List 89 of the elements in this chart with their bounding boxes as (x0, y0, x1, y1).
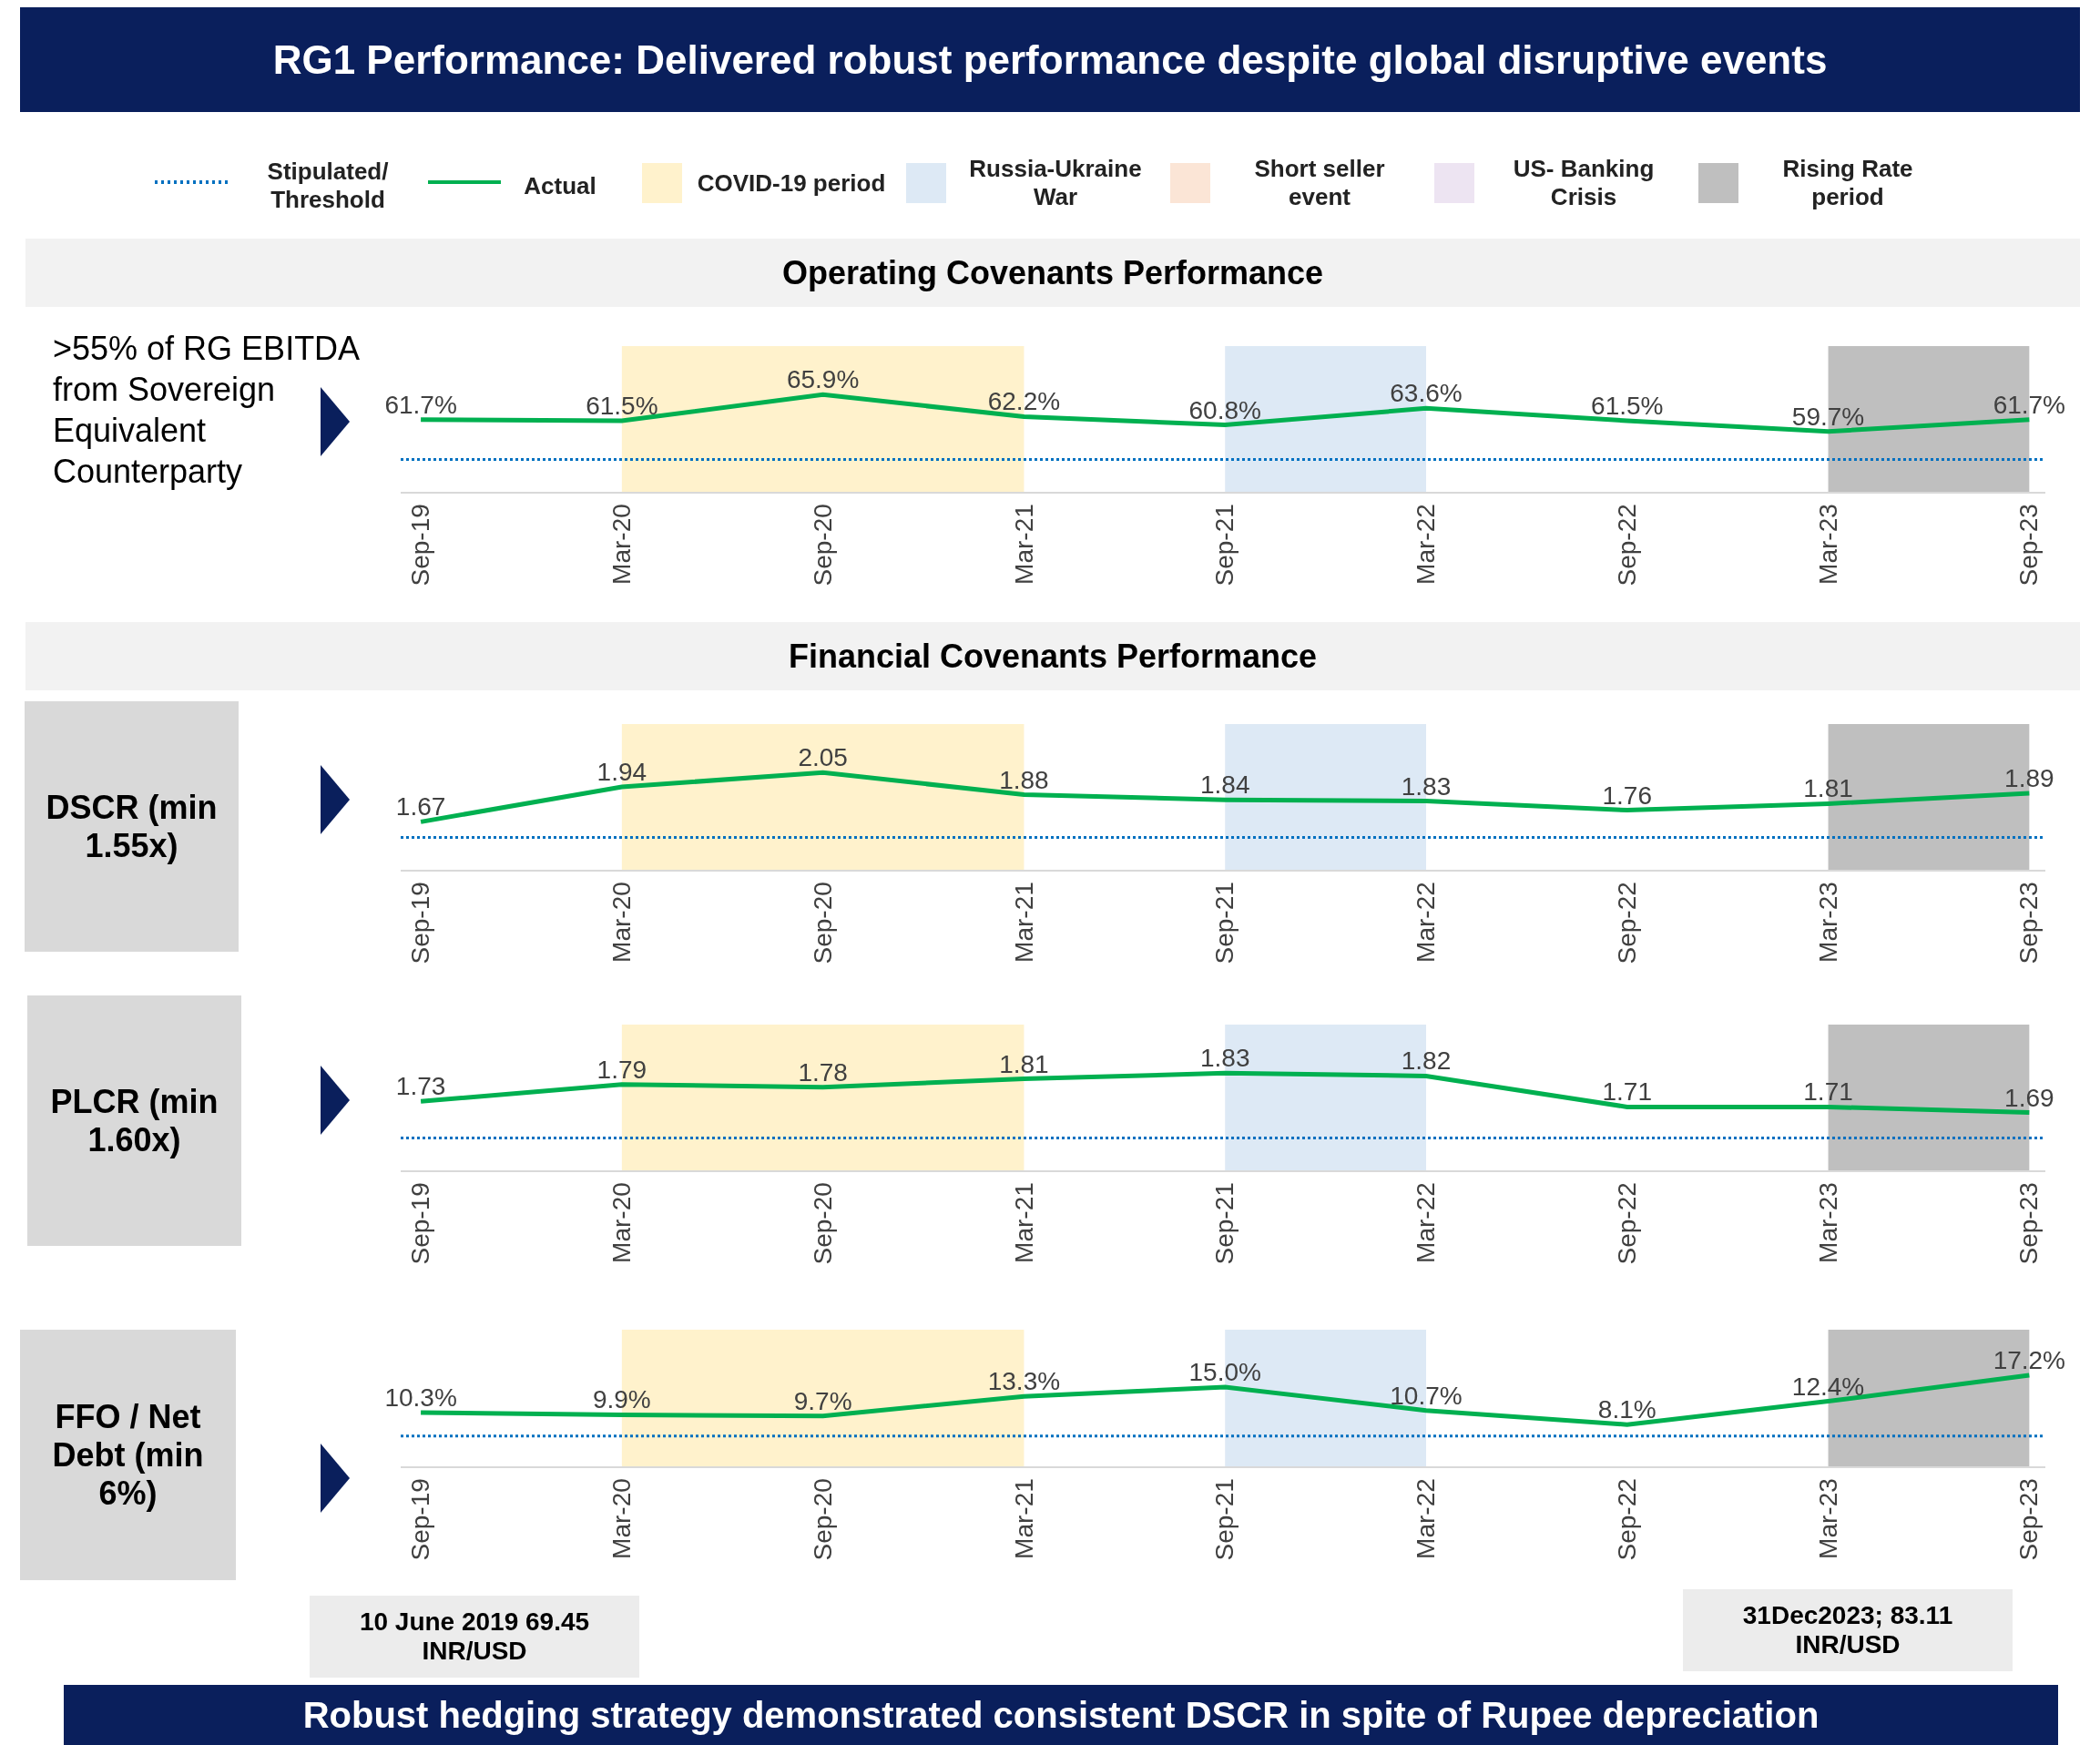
data-label: 13.3% (987, 1367, 1061, 1396)
data-label: 17.2% (1993, 1346, 2066, 1374)
data-label: 1.83 (1401, 771, 1452, 801)
chart-subtitle: Operating Covenants Performance (25, 239, 2080, 307)
data-label: 1.78 (798, 1057, 848, 1087)
x-tick-label: Sep-20 (808, 1182, 837, 1265)
x-tick-label: Sep-20 (808, 504, 837, 587)
legend-label: Rising Rate period (1781, 154, 1914, 212)
data-label: 60.8% (1188, 395, 1261, 424)
data-label: 59.7% (1791, 402, 1865, 431)
x-tick-label: Sep-21 (1210, 504, 1239, 587)
x-tick-label: Sep-23 (2014, 1182, 2044, 1265)
data-label: 1.83 (1199, 1044, 1250, 1073)
text: Short seller event (1253, 154, 1386, 212)
x-tick-label: Mar-21 (1009, 882, 1038, 963)
x-tick-label: Sep-19 (406, 882, 435, 964)
x-tick-label: Mar-22 (1412, 882, 1441, 963)
data-label: 8.1% (1597, 1395, 1657, 1424)
x-tick-label: Sep-19 (406, 1478, 435, 1561)
y-axis-title: >55% of RG EBITDA from Sovereign Equivalent Counterparty (53, 329, 360, 492)
x-tick-label: Mar-20 (607, 1182, 636, 1263)
data-label: 1.81 (1803, 774, 1853, 803)
data-label: 61.5% (586, 392, 658, 421)
data-label: 61.7% (384, 390, 457, 419)
x-tick-label: Sep-23 (2014, 1478, 2044, 1561)
y-axis-title: FFO / Net Debt (min 6%) (20, 1330, 236, 1580)
data-label: 61.7% (1993, 390, 2066, 419)
y-axis-title: PLCR (min 1.60x) (27, 995, 241, 1246)
x-tick-label: Sep-20 (808, 1478, 837, 1561)
x-tick-label: Sep-21 (1210, 1182, 1239, 1265)
x-tick-label: Mar-21 (1009, 504, 1038, 585)
x-tick-label: Mar-23 (1813, 1478, 1842, 1559)
x-tick-label: Sep-19 (406, 1182, 435, 1265)
data-label: 10.7% (1390, 1381, 1463, 1410)
data-label: 62.2% (987, 387, 1061, 416)
text: 31Dec2023; 83.11 INR/USD (1683, 1589, 2013, 1671)
x-tick-label: Mar-20 (607, 882, 636, 963)
legend-label: Russia-Ukraine War (968, 154, 1143, 212)
chart-title: RG1 Performance: Delivered robust performance despite global disruptive events (20, 7, 2080, 112)
data-label: 1.88 (999, 765, 1049, 794)
x-tick-label: Sep-23 (2014, 504, 2044, 587)
x-tick-label: Mar-23 (1813, 1182, 1842, 1263)
x-tick-label: Mar-23 (1813, 504, 1842, 585)
x-tick-label: Sep-20 (808, 882, 837, 964)
x-tick-label: Mar-22 (1412, 1182, 1441, 1263)
x-tick-label: Sep-21 (1210, 1478, 1239, 1561)
data-label: 9.7% (793, 1386, 852, 1415)
x-tick-label: Mar-20 (607, 504, 636, 585)
text: Robust hedging strategy demonstrated consistent DSCR in spite of Rupee depreciation (64, 1685, 2058, 1745)
text: US- Banking Crisis (1512, 154, 1656, 212)
legend-label: Stipulated/ Threshold (266, 157, 390, 215)
x-tick-label: Sep-22 (1612, 1478, 1641, 1561)
data-label: 1.71 (1602, 1077, 1653, 1107)
x-tick-label: Mar-23 (1813, 882, 1842, 963)
data-label: 1.76 (1602, 781, 1653, 810)
data-label: 1.84 (1199, 770, 1250, 800)
text: 10 June 2019 69.45 INR/USD (310, 1596, 639, 1678)
data-label: 1.73 (395, 1072, 446, 1101)
data-label: 1.81 (999, 1049, 1049, 1078)
data-label: 10.3% (384, 1383, 457, 1413)
chart-title: Financial Covenants Performance (25, 622, 2080, 690)
data-label: 65.9% (786, 365, 860, 394)
x-tick-label: Mar-21 (1009, 1478, 1038, 1559)
legend-label: Actual (523, 170, 597, 201)
data-label: 9.9% (592, 1385, 651, 1414)
legend-label: COVID-19 period (696, 168, 887, 199)
data-label: 1.69 (2004, 1083, 2054, 1112)
data-label: 2.05 (798, 743, 848, 772)
x-tick-label: Mar-21 (1009, 1182, 1038, 1263)
data-label: 1.82 (1401, 1046, 1452, 1076)
x-tick-label: Sep-22 (1612, 882, 1641, 964)
x-tick-label: Mar-20 (607, 1478, 636, 1559)
data-label: 1.94 (596, 757, 647, 786)
x-tick-label: Sep-23 (2014, 882, 2044, 964)
x-tick-label: Sep-21 (1210, 882, 1239, 964)
data-label: 1.71 (1803, 1077, 1853, 1107)
x-tick-label: Mar-22 (1412, 504, 1441, 585)
data-label: 12.4% (1791, 1372, 1865, 1401)
x-tick-label: Sep-19 (406, 504, 435, 587)
data-label: 15.0% (1188, 1358, 1261, 1387)
data-label: 61.5% (1591, 392, 1664, 421)
y-axis-title: DSCR (min 1.55x) (25, 701, 239, 952)
data-label: 1.89 (2004, 764, 2054, 793)
x-tick-label: Mar-22 (1412, 1478, 1441, 1559)
data-label: 1.67 (395, 792, 446, 821)
x-tick-label: Sep-22 (1612, 504, 1641, 587)
data-label: 1.79 (596, 1055, 647, 1084)
data-label: 63.6% (1390, 379, 1463, 408)
x-tick-label: Sep-22 (1612, 1182, 1641, 1265)
